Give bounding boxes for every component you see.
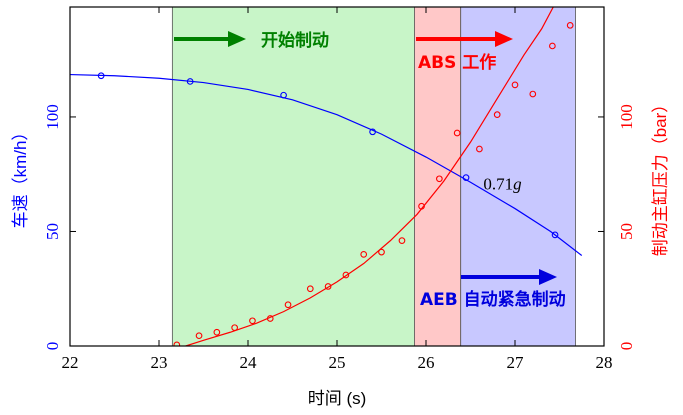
y-right-tick-label-0: 0 [617,342,636,351]
x-tick-label-22: 22 [62,353,79,372]
x-tick-label-28: 28 [596,353,613,372]
y-axis-left-label: 车速（km/h） [11,124,30,229]
y-right-tick-label-50: 50 [617,223,636,240]
y-right-tick-label-100: 100 [617,104,636,130]
x-tick-label-25: 25 [329,353,346,372]
region-label-aeb: AEB 自动紧急制动 [420,289,566,310]
region-start [172,7,414,346]
x-tick-label-23: 23 [151,353,168,372]
y-left-tick-label-0: 0 [43,342,62,351]
region-label-start: 开始制动 [261,30,329,51]
x-tick-label-27: 27 [507,353,525,372]
y-left-tick-label-100: 100 [43,104,62,130]
deceleration-annotation: 0.71g [483,175,521,194]
region-label-abs: ABS 工作 [418,52,496,73]
y-left-tick-label-50: 50 [43,223,62,240]
x-tick-label-26: 26 [418,353,435,372]
y-axis-right-label: 制动主缸压力（bar） [650,96,670,257]
x-tick-label-24: 24 [240,353,258,372]
x-axis-label: 时间 (s) [308,389,367,408]
